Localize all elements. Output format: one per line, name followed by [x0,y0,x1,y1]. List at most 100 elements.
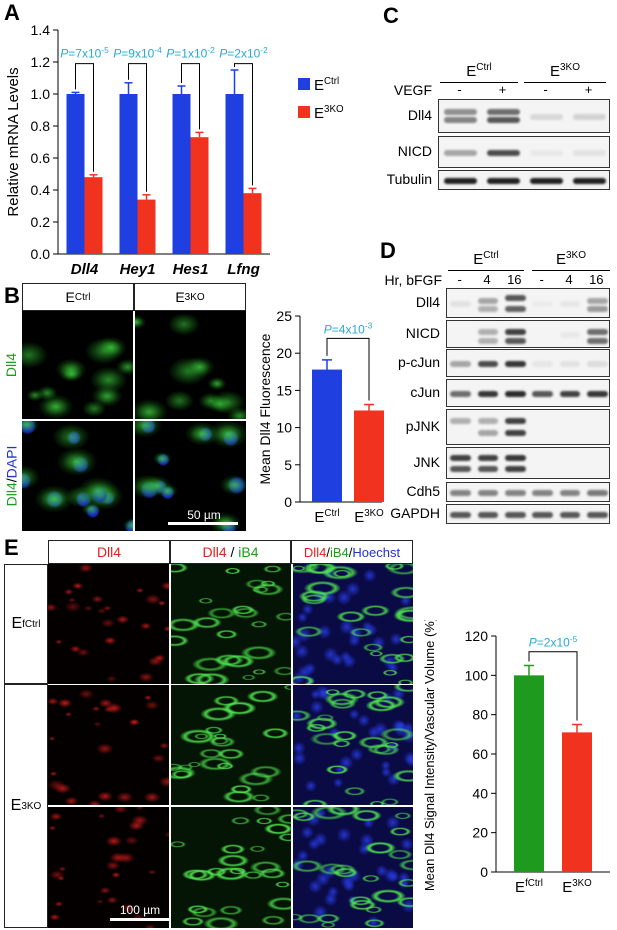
a-significance-bracket [181,63,200,130]
a-pvalue: P=1x10-2 [166,45,215,61]
a-bar-e3ko-hes1 [190,137,209,254]
e-image-r2-c3 [293,685,413,805]
b-image-ectrl-dll4-dapi [22,421,133,531]
b-y-tick-label: 10 [276,420,292,436]
blot-band [504,417,526,424]
blot-band [504,465,526,472]
a-bar-ectrl-dll4 [66,94,85,254]
panel-d-western-blot: ECtrl E3KO Hr, bFGF -4 16-4 16 Dll4 NICD p-cJun c… [380,236,617,536]
a-x-tick-label: Hes1 [173,261,209,278]
e-significance-bracket [528,651,578,721]
blot-band [477,512,499,518]
blot-band [530,114,563,120]
e-header-dll4: Dll4 [48,540,170,564]
e-image-r3-c3 [293,807,413,928]
e-scalebar-label: 100 µm [119,903,161,917]
panel-c-western-blot: ECtrl E3KO VEGF - + - + Dll4 NICD Tubulin [380,0,617,200]
e-y-tick-label: 0 [480,864,488,880]
panel-label-c: C [383,3,399,28]
b-y-axis-label: Mean Dll4 Fluorescence [257,333,273,484]
d-gapdh-blot [446,504,610,524]
b-pvalue: P=4x10-3 [324,321,373,337]
d-dll4-label: Dll4 [415,294,440,310]
blot-band [559,332,581,338]
blot-band [504,361,526,367]
d-header-line [448,270,524,271]
b-x-tick-label: E3KO [354,508,384,526]
blot-band [487,150,520,156]
e-bar-0 [514,675,544,872]
blot-band [504,295,526,301]
d-lane-time: 4 [483,272,491,287]
c-nicd-label: NICD [397,143,432,159]
e-image-r2-c2 [171,685,291,805]
d-p-cjun-label: p-cJun [397,354,440,370]
c-header-line [440,82,518,83]
blot-band [559,490,581,496]
blot-band [477,430,499,437]
c-header-line [524,82,606,83]
c-lane-sign: + [584,82,593,97]
blot-band [530,150,563,156]
e-y-tick-label: 60 [472,746,488,762]
d-nicd-blot [446,320,610,348]
e-image-r1-c2 [171,564,291,684]
b-y-tick-label: 0 [284,494,292,510]
blot-band [477,361,499,367]
e-image-r1-c1 [48,564,169,684]
a-pvalue: P=7x10-5 [60,45,109,61]
a-x-tick-label: Lfng [227,261,259,278]
d-lane-time: 16 [589,272,604,287]
d-lane-time: 16 [507,272,522,287]
a-x-tick-label: Hey1 [120,261,156,278]
blot-band [504,430,526,437]
a-bar-e3ko-hey1 [137,199,156,254]
a-y-tick-label: 1.0 [31,86,51,102]
blot-band [530,178,563,184]
blot-band [504,512,526,518]
b-image-ectrl-dll4 [22,311,133,419]
blot-band [586,329,608,336]
a-y-axis-label: Relative mRNA Levels [5,67,22,216]
b-significance-bracket [326,337,370,401]
blot-band [559,301,581,307]
blot-band [504,391,526,397]
blot-band [586,305,608,312]
blot-band [450,454,472,461]
a-y-tick-label: 1.2 [31,54,51,70]
c-lane-sign: + [498,82,507,97]
d-dll4-blot [446,288,610,318]
e-y-tick-label: 40 [472,785,488,801]
blot-band [477,454,499,461]
c-header-e3ko: E3KO [549,62,581,80]
e-y-tick-label: 80 [472,707,488,723]
c-dll4-label: Dll4 [407,107,432,123]
blot-band [586,512,608,518]
blot-band [532,490,554,496]
blot-band [477,391,499,397]
b-scalebar-label: 50 µm [187,508,221,522]
e-image-r3-c2 [171,807,291,928]
a-y-tick-label: 0.6 [31,150,51,166]
e-row-label-e3ko: E 3KO [4,684,48,928]
blot-band [477,337,499,344]
blot-band [450,417,472,424]
d-cjun-blot [446,379,610,407]
e-y-tick-label: 120 [465,628,489,644]
blot-band [450,301,472,307]
blot-band [573,114,606,120]
b-bar-1 [354,410,384,502]
b-image-e3ko-dll4 [135,311,246,419]
d-pjnk-blot [446,409,610,445]
a-bar-e3ko-dll4 [84,177,103,254]
a-bar-ectrl-lfng [225,94,244,254]
a-bar-e3ko-lfng [243,193,262,254]
panel-label-a: A [4,0,20,25]
blot-band [586,490,608,496]
a-y-tick-label: 0.8 [31,118,51,134]
blot-band [532,361,554,367]
blot-band [450,391,472,397]
a-y-tick-label: 0.4 [31,182,51,198]
blot-band [450,512,472,518]
